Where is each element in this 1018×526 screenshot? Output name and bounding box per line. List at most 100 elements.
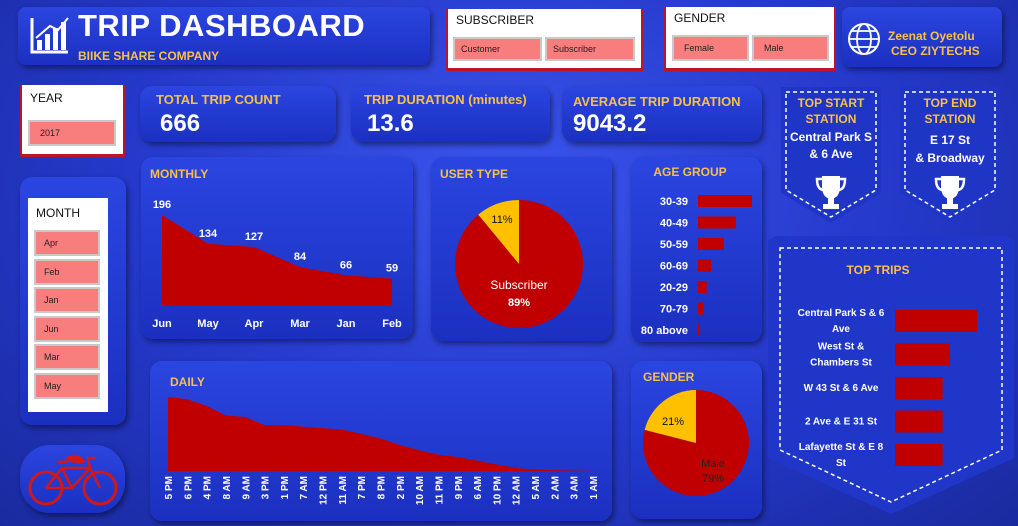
daily-tick-label: 8 AM [222, 476, 233, 500]
month-option-mar[interactable]: Mar [34, 344, 100, 371]
top-trips-title: TOP TRIPS [846, 263, 910, 277]
kpi-avg-value: 9043.2 [573, 110, 647, 137]
month-option-may[interactable]: May [34, 373, 100, 399]
top-end-title2: STATION [924, 112, 976, 126]
top-trips-tick-label: W 43 St & 6 Ave [804, 383, 879, 394]
daily-tick-label: 3 PM [261, 476, 272, 499]
top-trips-tick-label: West St & [818, 342, 865, 353]
kpi-duration-panel [351, 86, 550, 142]
top-start-badge [781, 87, 881, 223]
kpi-total-trip-panel [140, 86, 336, 142]
year-slicer-title: YEAR [30, 91, 63, 105]
monthly-data-label: 84 [294, 251, 307, 263]
author-panel [842, 7, 1002, 67]
top-trips-tick-label: Chambers St [810, 358, 872, 369]
user-type-main-name: Subscriber [490, 278, 547, 292]
gender-minor-label: 21% [662, 416, 684, 428]
top-trips-tick-label: Central Park S & 6 [798, 308, 885, 319]
daily-tick-label: 2 AM [550, 476, 561, 500]
month-option-apr[interactable]: Apr [34, 230, 100, 256]
month-option-feb[interactable]: Feb [34, 258, 100, 285]
trophy-icon [934, 176, 966, 209]
user-type-slice-minor [478, 200, 519, 264]
header-panel [18, 7, 430, 65]
age-group-bar-chart: 30-39 40-49 50-59 60-69 20-29 70-79 80 above [641, 195, 752, 337]
gender-option-female[interactable]: Female [672, 35, 749, 61]
page-title: TRIP DASHBOARD [78, 8, 366, 43]
author-role: CEO ZIYTECHS [891, 44, 980, 58]
bar-chart-logo-icon [30, 17, 69, 54]
daily-area-chart: 5 PM 6 PM 4 PM 8 AM 9 AM 3 PM 1 PM 7 AM 12 PM 11 … [164, 397, 600, 505]
top-end-line1: E 17 St [929, 133, 971, 147]
age-group-bar [698, 216, 736, 229]
top-trips-tick-label: Lafayette St & E 8 [799, 442, 884, 453]
top-trips-bar-chart: Central Park S & 6 Ave West St & Chambers S… [798, 308, 977, 469]
user-type-title: USER TYPE [440, 167, 509, 181]
globe-icon [848, 23, 880, 55]
user-type-main-label: 89% [508, 297, 530, 309]
monthly-area-chart: 196 Jun 134 May 127 Apr 84 Mar 66 Jan 59 Feb [152, 199, 402, 330]
month-option-jan[interactable]: Jan [34, 287, 100, 314]
age-group-tick-label: 20-29 [660, 282, 688, 294]
top-start-line2: & 6 Ave [809, 147, 853, 161]
top-start-title2: STATION [805, 112, 857, 126]
daily-tick-label: 3 AM [570, 476, 581, 500]
monthly-area [162, 215, 392, 306]
month-slicer-title: MONTH [36, 206, 80, 220]
top-trips-tick-label: St [836, 458, 847, 469]
top-trips-bar [895, 444, 943, 466]
daily-tick-label: 7 AM [299, 476, 310, 500]
top-end-title1: TOP END [923, 96, 977, 110]
monthly-tick-label: Jun [152, 318, 172, 330]
age-group-tick-label: 30-39 [660, 196, 688, 208]
user-type-pie-chart: 11% Subscriber 89% [455, 200, 583, 328]
daily-tick-label: 11 PM [434, 476, 445, 504]
monthly-data-label: 59 [386, 263, 398, 275]
subscriber-option-customer[interactable]: Customer [453, 37, 542, 61]
daily-tick-label: 4 PM [203, 476, 214, 499]
age-group-tick-label: 60-69 [660, 261, 688, 273]
daily-tick-label: 1 AM [589, 476, 600, 500]
daily-tick-label: 9 AM [241, 476, 252, 500]
daily-tick-label: 9 PM [454, 476, 465, 499]
top-trips-panel [768, 236, 1014, 514]
top-end-line2: & Broadway [915, 151, 985, 165]
kpi-duration-label: TRIP DURATION (minutes) [364, 92, 527, 107]
age-group-tick-label: 50-59 [660, 239, 688, 251]
trophy-icon [815, 176, 847, 209]
daily-tick-label: 5 PM [164, 476, 175, 499]
gender-slice-minor [644, 390, 696, 443]
top-trips-tick-label: Ave [832, 324, 850, 335]
monthly-tick-label: Jan [337, 318, 356, 330]
gender-option-male[interactable]: Male [752, 35, 829, 61]
daily-tick-label: 10 PM [492, 476, 503, 505]
age-group-title: AGE GROUP [653, 165, 727, 179]
age-group-tick-label: 70-79 [660, 304, 688, 316]
daily-tick-label: 6 AM [473, 476, 484, 500]
age-group-bar [698, 324, 700, 336]
age-group-bar [698, 302, 704, 315]
month-option-jun[interactable]: Jun [34, 315, 100, 342]
age-group-bar [698, 195, 752, 207]
gender-main-label: 79% [702, 473, 724, 485]
user-type-minor-label: 11% [491, 214, 512, 226]
top-start-title1: TOP START [797, 96, 865, 110]
age-group-bar [698, 281, 707, 293]
top-trips-bar [895, 343, 950, 366]
gender-chart-title: GENDER [643, 370, 695, 384]
top-trips-tick-label: 2 Ave & E 31 St [805, 417, 878, 428]
year-option-2017[interactable]: 2017 [28, 120, 116, 146]
top-end-badge [900, 87, 1000, 223]
kpi-avg-label: AVERAGE TRIP DURATION [573, 94, 741, 109]
monthly-tick-label: Apr [245, 318, 265, 330]
age-group-tick-label: 40-49 [660, 218, 688, 230]
daily-tick-label: 8 PM [377, 476, 388, 499]
monthly-tick-label: Feb [382, 318, 402, 330]
monthly-data-label: 196 [153, 199, 171, 211]
author-name: Zeenat Oyetolu [888, 29, 975, 43]
age-group-tick-label: 80 above [641, 325, 688, 337]
gender-slicer-title: GENDER [674, 11, 726, 25]
subscriber-option-subscriber[interactable]: Subscriber [545, 37, 635, 61]
daily-tick-label: 12 AM [512, 476, 523, 505]
daily-tick-label: 12 PM [319, 476, 330, 505]
